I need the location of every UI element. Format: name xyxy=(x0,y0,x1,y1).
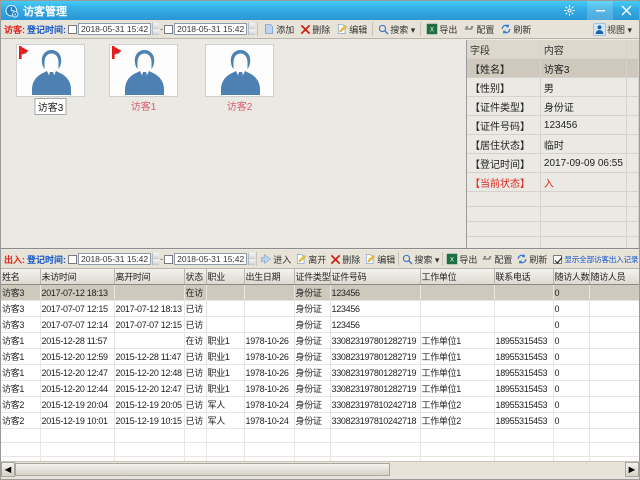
svg-text:X: X xyxy=(430,28,434,34)
svg-text:X: X xyxy=(450,258,454,264)
